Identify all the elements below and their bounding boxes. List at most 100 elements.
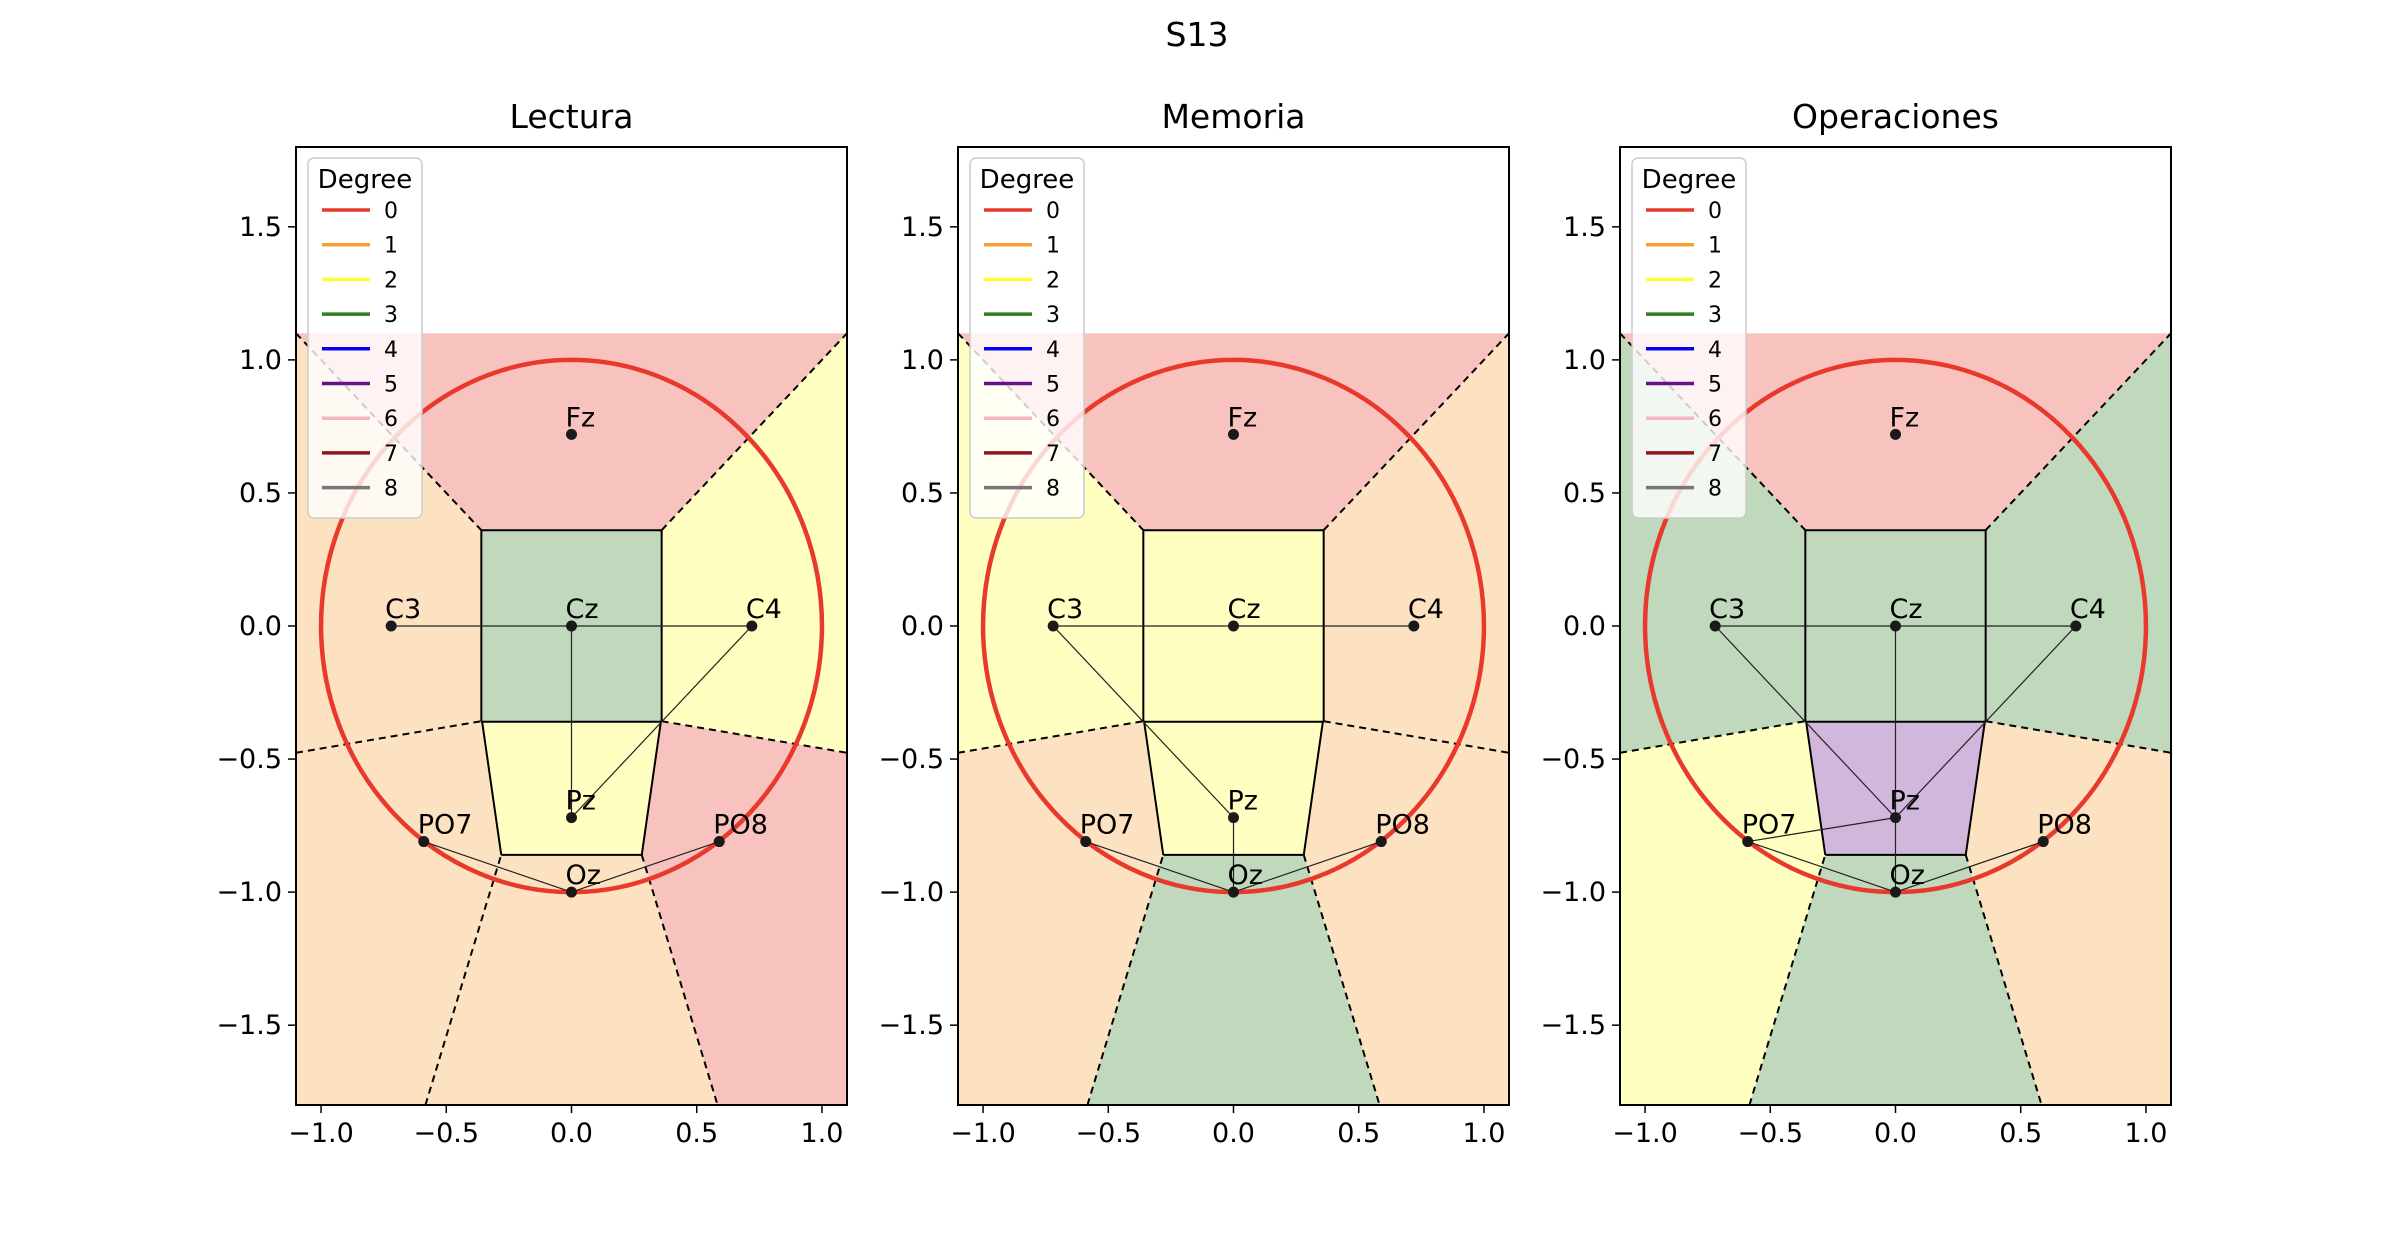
legend-label-3: 3 [1708,303,1722,328]
x-tick-label: 0.0 [550,1118,593,1149]
voronoi-edge [640,854,719,1105]
panel-title: Lectura [510,97,634,136]
electrode-fz [566,428,577,440]
electrode-pz [566,812,577,824]
electrode-label-fz: Fz [1890,402,1920,433]
electrode-pz [1890,812,1901,824]
y-tick-label: −0.5 [216,744,282,775]
electrode-label-fz: Fz [1228,402,1258,433]
electrode-c3 [385,620,397,632]
voronoi-edge [481,721,503,855]
region-oz [1087,854,1380,1105]
y-tick-label: 1.5 [901,212,944,243]
region-pz [1144,721,1323,855]
electrode-fz [1228,428,1239,440]
region-oz [1749,854,2042,1105]
electrode-c4 [1408,620,1420,632]
network-edge-po7-oz [1747,840,1896,893]
region-po8 [641,721,847,1105]
voronoi-edge [1620,720,1806,754]
legend-label-8: 8 [1708,477,1722,502]
electrode-label-po8: PO8 [1375,810,1430,841]
y-tick-label: 1.5 [239,212,282,243]
electrode-oz [1228,886,1239,898]
electrode-c4 [2070,620,2082,632]
plot-area: Fz C3 Cz C4 PO7 Pz PO8 Oz [1620,332,2171,1105]
voronoi-edge [660,332,847,531]
voronoi-edge [1302,854,1381,1105]
panel-lectura: Fz C3 Cz C4 PO7 Pz PO8 Oz Lectura −1.0 −0.5 0.0 0.5 1… [216,97,848,1149]
network-edge-c4-pz [1895,625,2077,819]
electrode-fz [1890,428,1901,440]
voronoi-edge [1964,721,1986,855]
legend-label-7: 7 [384,442,398,467]
electrode-label-c4: C4 [2070,594,2106,625]
region-po7 [296,721,502,1105]
electrode-po7 [418,836,430,848]
legend-label-4: 4 [1708,338,1722,363]
legend-label-0: 0 [384,199,398,224]
y-tick-label: −1.0 [878,877,944,908]
electrode-label-c3: C3 [1047,594,1083,625]
y-tick-label: −1.5 [878,1010,944,1041]
legend-label-4: 4 [1046,338,1060,363]
legend-label-5: 5 [1046,373,1060,398]
voronoi-edge [1323,720,1509,754]
legend-label-4: 4 [384,338,398,363]
electrode-label-oz: Oz [1228,860,1263,891]
x-tick-label: −0.5 [413,1118,479,1149]
voronoi-edge [480,720,483,723]
electrode-c3 [1047,620,1059,632]
y-tick-label: 0.5 [1563,478,1606,509]
panel-operaciones: Fz C3 Cz C4 PO7 Pz PO8 Oz Operaciones −1.0 −0.5 0.0… [1540,97,2172,1149]
electrode-cz [566,620,577,632]
electrode-label-c4: C4 [746,594,782,625]
network-edge-po8-oz [1233,840,1382,893]
voronoi-edge [1984,332,2171,531]
legend-label-8: 8 [1046,477,1060,502]
x-tick-label: 1.0 [2124,1118,2167,1149]
legend-title: Degree [318,165,413,195]
x-tick-label: −1.0 [1612,1118,1678,1149]
network-edge-c4-pz [571,625,753,819]
region-po7 [1620,721,1826,1105]
x-tick-label: 0.5 [1337,1118,1380,1149]
y-tick-label: 1.5 [1563,212,1606,243]
x-tick-label: 1.0 [1462,1118,1505,1149]
legend-box [969,157,1085,519]
panel-title: Operaciones [1792,97,1999,136]
legend-label-8: 8 [384,477,398,502]
y-tick-label: −1.5 [216,1010,282,1041]
legend-label-1: 1 [1046,234,1060,259]
x-tick-label: −1.0 [950,1118,1016,1149]
electrode-oz [1890,886,1901,898]
x-tick-label: 0.5 [675,1118,718,1149]
y-tick-label: −0.5 [878,744,944,775]
legend-label-7: 7 [1708,442,1722,467]
region-c4 [1323,333,1509,753]
legend-label-5: 5 [1708,373,1722,398]
y-tick-label: −1.5 [1540,1010,1606,1041]
voronoi-edge [958,720,1144,754]
legend-title: Degree [980,165,1075,195]
electrode-label-pz: Pz [1890,786,1920,817]
legend-label-6: 6 [1708,407,1722,432]
network-edge-po7-pz [1747,817,1896,843]
legend-box [307,157,423,519]
voronoi-edge [1143,721,1165,855]
y-tick-label: 1.0 [901,345,944,376]
region-po8 [1303,721,1509,1105]
region-c4 [661,333,847,753]
electrode-label-po8: PO8 [2037,810,2092,841]
electrode-po8 [1375,836,1387,848]
panel-memoria: Fz C3 Cz C4 PO7 Pz PO8 Oz Memoria −1.0 −0.5 0.0 0.5 1… [878,97,1510,1149]
legend-label-6: 6 [1046,407,1060,432]
y-tick-label: 0.5 [901,478,944,509]
region-c4 [1985,333,2171,753]
electrode-po8 [2037,836,2049,848]
network-edge-po8-oz [571,840,720,893]
legend: Degree 0 1 2 3 4 5 6 7 8 [1631,157,1747,519]
network-edge-c3-pz [1052,625,1234,819]
voronoi-edge [1086,854,1165,1105]
y-tick-label: −0.5 [1540,744,1606,775]
